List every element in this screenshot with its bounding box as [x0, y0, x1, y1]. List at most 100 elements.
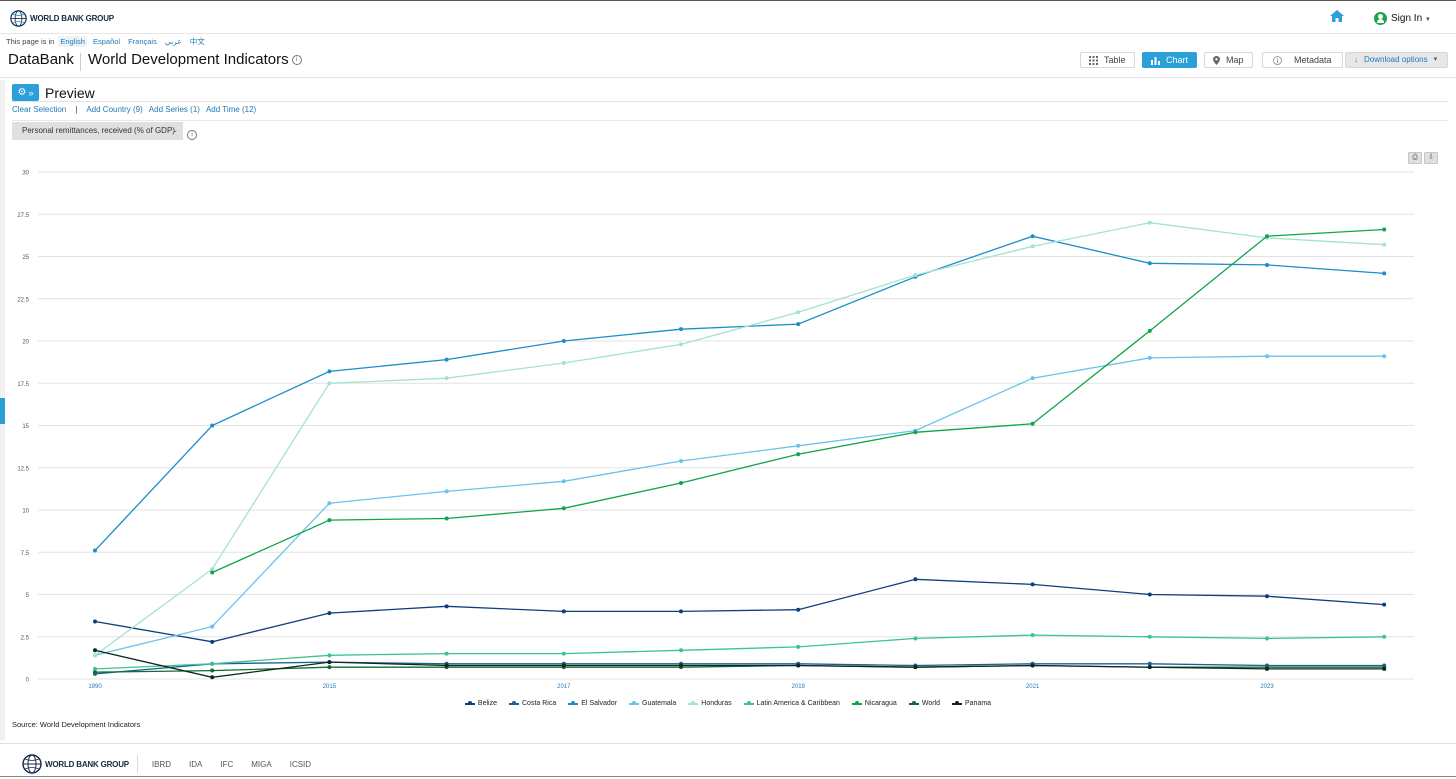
chart-view-button[interactable]: Chart: [1142, 52, 1198, 68]
download-icon[interactable]: ⇩: [1424, 152, 1438, 164]
legend-label: Costa Rica: [522, 700, 557, 707]
globe-icon: [10, 10, 27, 27]
data-point: [444, 376, 449, 381]
user-icon: [1374, 12, 1387, 25]
data-point: [1147, 355, 1152, 360]
data-point: [210, 567, 215, 572]
x-tick-label: 2015: [323, 684, 337, 690]
legend-item[interactable]: Latin America & Caribbean: [743, 700, 840, 707]
info-icon: [1273, 55, 1282, 65]
databank-brand[interactable]: DataBank: [8, 51, 74, 68]
side-rail-handle[interactable]: [0, 398, 5, 424]
footer-logo[interactable]: WORLD BANK GROUP: [22, 754, 129, 774]
data-point: [561, 360, 566, 365]
y-tick-label: 2.5: [21, 635, 30, 641]
data-point: [679, 663, 683, 668]
settings-toggle-button[interactable]: ⚙ »: [12, 84, 39, 101]
download-options-button[interactable]: ↓ Download options ▾: [1345, 52, 1448, 68]
footer-link-ida[interactable]: IDA: [189, 759, 203, 769]
legend-swatch: [464, 701, 475, 705]
preview-header: ⚙ » Preview: [12, 84, 95, 101]
data-point: [796, 644, 801, 649]
data-point: [796, 663, 801, 668]
data-point: [327, 369, 332, 374]
page-title-text: World Development Indicators: [88, 51, 289, 68]
language-bar: This page is in English Español Français…: [6, 35, 207, 48]
data-point: [913, 665, 918, 670]
data-point: [1265, 354, 1269, 359]
info-icon[interactable]: i: [187, 126, 197, 144]
data-point: [1382, 227, 1387, 232]
separator: |: [75, 105, 78, 114]
data-point: [796, 322, 801, 327]
add-time-link[interactable]: Add Time (12): [205, 105, 257, 114]
legend-swatch: [908, 701, 919, 705]
map-pin-icon: [1213, 55, 1220, 65]
lang-arabic[interactable]: عربي: [164, 37, 182, 46]
legend-item[interactable]: Panama: [952, 700, 991, 707]
data-point: [1030, 234, 1035, 239]
x-tick-label: 2017: [557, 684, 571, 690]
legend-item[interactable]: Nicaragua: [851, 700, 897, 707]
table-view-button[interactable]: Table: [1080, 52, 1135, 68]
legend-swatch: [629, 701, 640, 705]
y-tick-label: 5: [26, 593, 30, 599]
legend-item[interactable]: Belize: [464, 700, 497, 707]
info-icon[interactable]: i: [291, 55, 302, 66]
legend-item[interactable]: Costa Rica: [509, 700, 556, 707]
legend-label: World: [921, 700, 940, 707]
footer-link-ifc[interactable]: IFC: [220, 759, 234, 769]
lang-francais[interactable]: Français: [128, 37, 157, 46]
clear-selection-link[interactable]: Clear Selection: [12, 105, 67, 114]
chart-view-label: Chart: [1166, 55, 1189, 65]
legend-swatch: [568, 701, 579, 705]
lang-english[interactable]: English: [58, 36, 87, 47]
table-view-label: Table: [1104, 55, 1126, 65]
y-tick-label: 7.5: [21, 551, 30, 557]
legend-swatch: [743, 701, 754, 705]
y-tick-label: 15: [22, 424, 29, 430]
legend-label: Panama: [965, 700, 992, 707]
x-tick-label: 2019: [792, 684, 806, 690]
data-point: [93, 648, 97, 653]
legend-item[interactable]: Honduras: [688, 700, 732, 707]
home-icon[interactable]: [1329, 9, 1345, 23]
footer-link-miga[interactable]: MIGA: [251, 759, 272, 769]
add-country-link[interactable]: Add Country (9): [86, 105, 143, 114]
metadata-view-label: Metadata: [1294, 55, 1332, 65]
chevron-down-icon: ⌄: [172, 127, 178, 134]
data-point: [1382, 354, 1387, 359]
preview-title: Preview: [45, 84, 95, 101]
footer-link-icsid[interactable]: ICSID: [289, 759, 312, 769]
map-view-button[interactable]: Map: [1204, 52, 1253, 68]
add-series-link[interactable]: Add Series (1): [148, 105, 200, 114]
data-point: [679, 609, 683, 614]
print-icon[interactable]: ⎙: [1408, 152, 1422, 164]
data-point: [1382, 242, 1387, 247]
legend-label: Guatemala: [642, 700, 677, 707]
sign-in-button[interactable]: Sign In ▾: [1374, 12, 1430, 25]
data-point: [1382, 271, 1387, 276]
legend-item[interactable]: El Salvador: [568, 700, 617, 707]
lang-chinese[interactable]: 中文: [189, 37, 205, 46]
legend-item[interactable]: Guatemala: [629, 700, 676, 707]
legend-item[interactable]: World: [908, 700, 940, 707]
footer-divider: [136, 755, 138, 773]
globe-icon: [22, 754, 42, 774]
lang-espanol[interactable]: Español: [92, 37, 121, 46]
x-tick-label: 2021: [1026, 684, 1040, 690]
series-line-belize: [94, 578, 1385, 643]
data-point: [1030, 663, 1035, 668]
data-point: [913, 273, 918, 278]
world-bank-logo[interactable]: WORLD BANK GROUP: [10, 10, 114, 27]
series-line-latin-america-caribbean: [94, 634, 1385, 670]
divider: [0, 743, 1456, 744]
data-point: [1147, 220, 1152, 225]
series-select[interactable]: Personal remittances, received (% of GDP…: [12, 122, 183, 140]
footer-link-ibrd[interactable]: IBRD: [151, 759, 172, 769]
series-line-guatemala: [94, 355, 1385, 656]
data-point: [913, 636, 918, 641]
metadata-view-button[interactable]: Metadata: [1262, 52, 1343, 68]
data-point: [561, 479, 566, 484]
